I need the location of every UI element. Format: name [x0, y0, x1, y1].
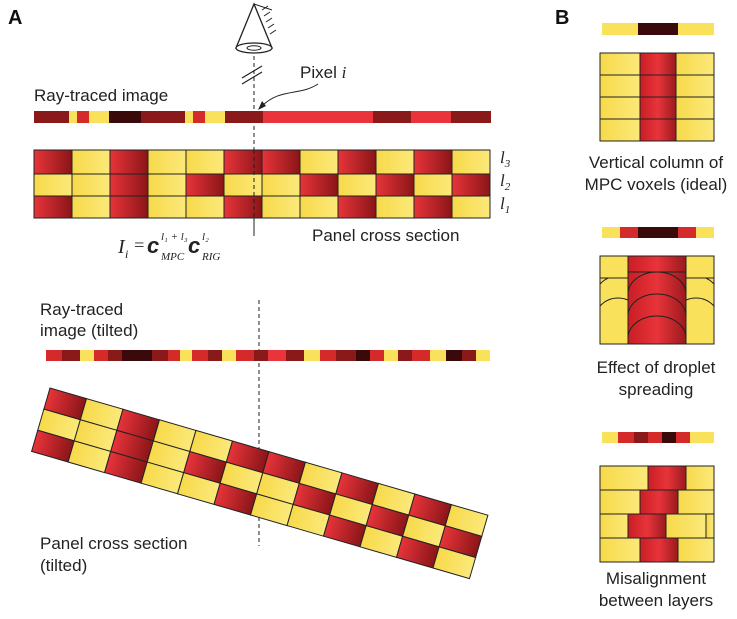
b2-caption-line2: spreading [619, 380, 694, 399]
layer-label-l2: l2 [500, 171, 511, 193]
tilted-panel-label-line1: Panel cross section [40, 534, 187, 553]
axis-break-mark [241, 65, 263, 85]
svg-text:=: = [133, 235, 145, 255]
panel-b-label: B [555, 7, 569, 29]
b2-caption-line1: Effect of droplet [597, 358, 716, 377]
svg-text:l₁ + l₃: l₁ + l₃ [161, 231, 188, 243]
tilted-image-label-line2: image (tilted) [40, 321, 138, 340]
b1-ideal-voxel-column [599, 52, 715, 142]
svg-text:l₂: l₂ [202, 231, 209, 243]
panel-cross-section [33, 149, 491, 219]
b2-droplet-spreading [599, 255, 715, 345]
panel-cross-section-label: Panel cross section [312, 226, 459, 245]
svg-text:c: c [188, 233, 200, 258]
svg-text:I: I [117, 236, 126, 258]
pixel-arrow [261, 83, 319, 107]
camera-cone-icon [235, 2, 277, 54]
tilted-ray-traced-image-strip [46, 350, 490, 361]
b1-caption-line1: Vertical column of [589, 153, 723, 172]
svg-text:c: c [147, 233, 159, 258]
layer-label-l3: l3 [500, 148, 511, 170]
tilted-image-label-line1: Ray-traced [40, 300, 123, 319]
panel-a-label: A [8, 7, 22, 29]
tilted-panel-cross-section [30, 387, 489, 580]
b3-image-strip [602, 432, 714, 443]
ray-traced-image-strip [34, 111, 491, 123]
layer-label-l1: l1 [500, 194, 510, 216]
svg-text:MPC: MPC [160, 251, 185, 263]
b1-image-strip [602, 23, 714, 35]
pixel-label: Pixel i [300, 63, 347, 82]
b1-caption-line2: MPC voxels (ideal) [585, 175, 728, 194]
svg-text:i: i [125, 247, 128, 261]
intensity-equation: I i = c l₁ + l₃ MPC c l₂ RIG [117, 231, 220, 263]
pixel-arrow-head-icon [258, 101, 266, 110]
tilted-voxel-yellow [432, 546, 477, 580]
b2-image-strip [602, 227, 714, 238]
ray-image-label: Ray-traced image [34, 86, 168, 105]
tilted-panel-label-line2: (tilted) [40, 556, 87, 575]
svg-text:RIG: RIG [201, 251, 220, 263]
b3-caption-line1: Misalignment [606, 569, 706, 588]
b3-caption-line2: between layers [599, 591, 713, 610]
b3-misaligned-layers [599, 465, 715, 563]
